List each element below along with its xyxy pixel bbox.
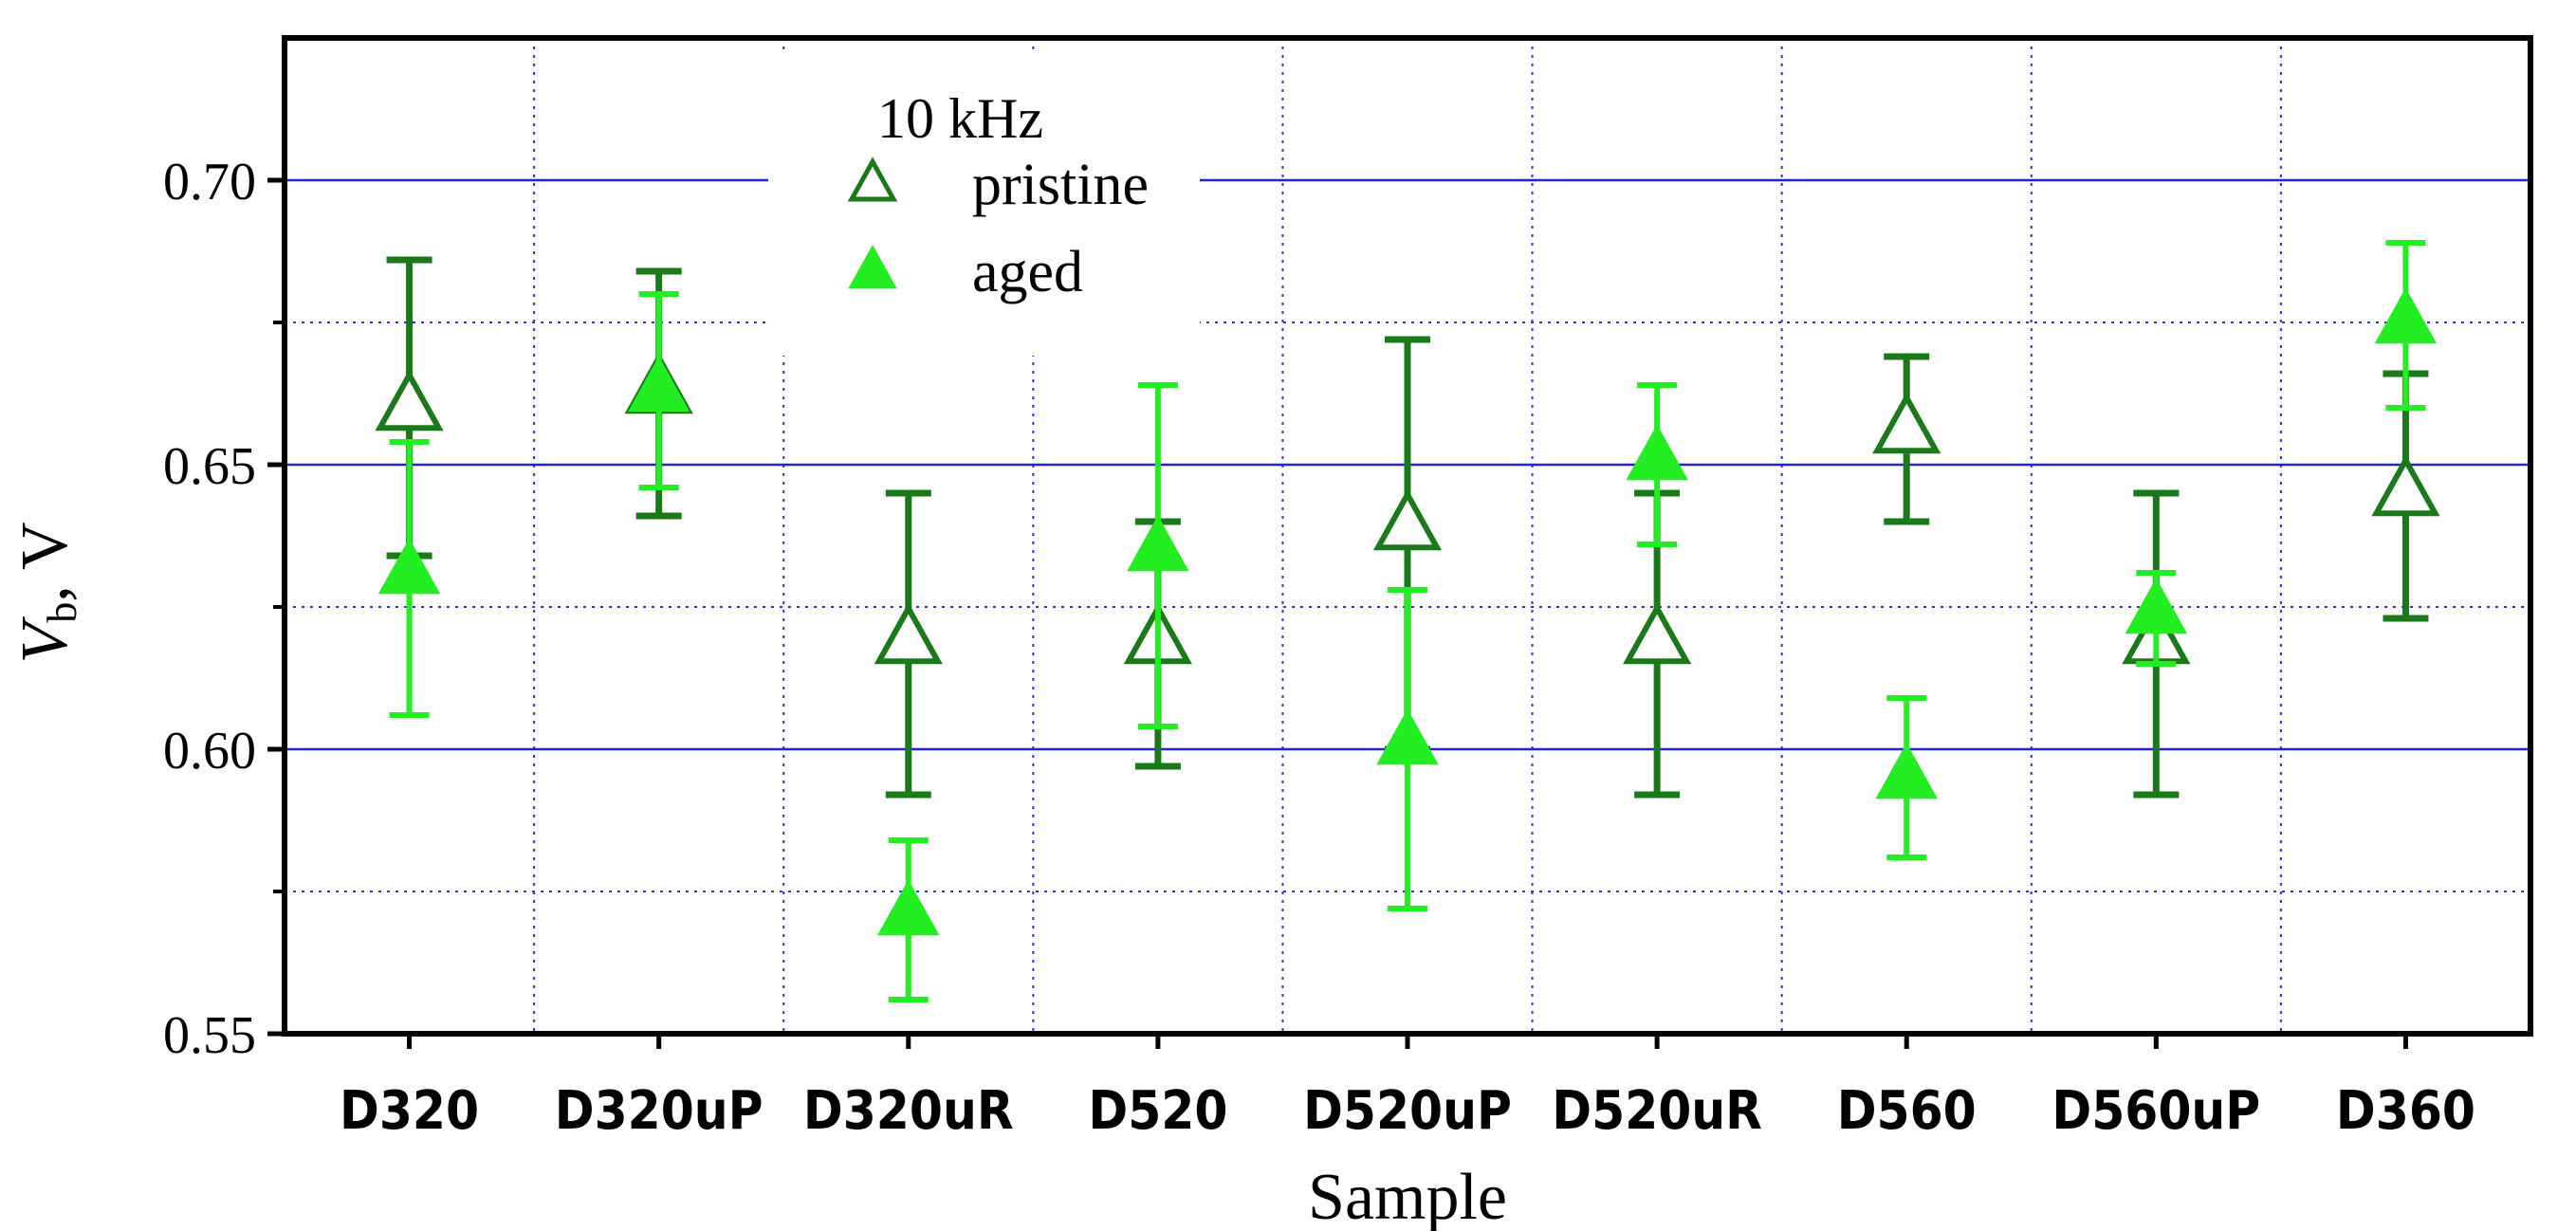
x-tick-label: D520 [1088, 1079, 1227, 1141]
x-axis-label: Sample [1308, 1161, 1507, 1231]
y-tick-label: 0.65 [163, 437, 256, 496]
y-axis-label-unit: , V [9, 522, 82, 601]
marker-aged [1875, 743, 1938, 799]
y-axis-label-subscript: b [39, 602, 85, 623]
legend-marker-aged [848, 245, 897, 289]
axes: 0.55 0.60 0.65 0.70 D320 D320uP D320uR D520 D520… [163, 153, 2475, 1142]
plot-area [375, 240, 2440, 1002]
x-tick-label: D560 [1837, 1079, 1977, 1141]
legend-background [768, 52, 1200, 356]
x-tick-label: D520uR [1552, 1079, 1762, 1141]
marker-pristine [375, 369, 444, 432]
marker-aged [627, 356, 690, 413]
legend-box [768, 52, 1200, 356]
x-tick-label: D360 [2336, 1079, 2475, 1141]
marker-pristine [2371, 454, 2440, 517]
y-tick-label: 0.70 [163, 153, 256, 211]
x-tick-label: D560uP [2052, 1079, 2260, 1141]
x-tick-label: D320uR [803, 1079, 1014, 1141]
marker-aged [1127, 515, 1189, 572]
y-tick-label: 0.60 [163, 722, 256, 781]
y-tick-label: 0.55 [163, 1006, 256, 1065]
legend-label-aged: aged [972, 240, 1083, 304]
x-tick-label: D520uP [1303, 1079, 1512, 1141]
marker-aged [877, 879, 940, 936]
legend-marker-pristine [847, 156, 898, 202]
x-tick-label: D320uP [555, 1079, 764, 1141]
legend-label-pristine: pristine [972, 153, 1149, 217]
marker-aged [2125, 578, 2188, 634]
y-axis-label-symbol: V [9, 616, 82, 664]
marker-pristine [1623, 602, 1692, 665]
marker-aged [1376, 708, 1439, 765]
x-tick-label: D320 [340, 1079, 479, 1141]
marker-pristine [1872, 392, 1941, 454]
marker-aged [377, 538, 441, 595]
marker-aged [2374, 287, 2438, 344]
marker-pristine [874, 602, 943, 665]
marker-pristine [1372, 488, 1443, 551]
marker-aged [1626, 424, 1688, 481]
legend-title: 10 kHz [877, 87, 1043, 150]
y-axis-label: Vb, V [9, 522, 85, 663]
